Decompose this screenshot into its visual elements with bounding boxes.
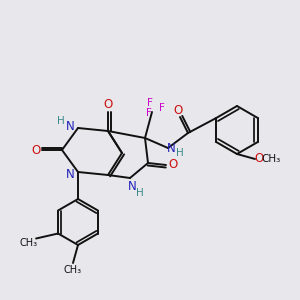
Text: O: O	[173, 103, 183, 116]
Text: O: O	[32, 143, 40, 157]
Text: O: O	[103, 98, 112, 112]
Text: N: N	[66, 121, 74, 134]
Text: CH₃: CH₃	[261, 154, 280, 164]
Text: N: N	[167, 142, 176, 154]
Text: O: O	[168, 158, 178, 172]
Text: F: F	[146, 108, 152, 118]
Text: H: H	[57, 116, 65, 126]
Text: CH₃: CH₃	[64, 265, 82, 275]
Text: CH₃: CH₃	[19, 238, 37, 248]
Text: F: F	[147, 98, 153, 108]
Text: O: O	[254, 152, 264, 166]
Text: N: N	[128, 181, 136, 194]
Text: N: N	[66, 167, 74, 181]
Text: F: F	[159, 103, 165, 113]
Text: H: H	[176, 148, 184, 158]
Text: H: H	[136, 188, 144, 198]
